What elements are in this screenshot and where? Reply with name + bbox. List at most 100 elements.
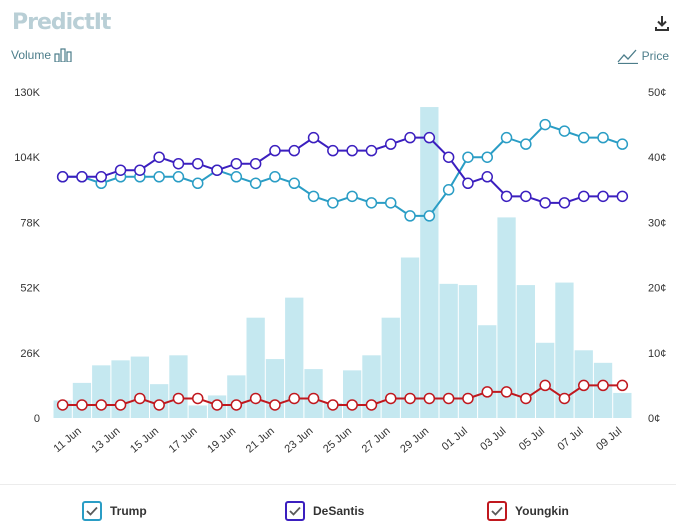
price-point-desantis[interactable]: [404, 131, 416, 144]
price-point-youngkin[interactable]: [288, 392, 300, 405]
price-point-trump[interactable]: [307, 190, 320, 203]
price-point-youngkin[interactable]: [423, 392, 436, 405]
price-point-desantis[interactable]: [423, 131, 436, 144]
price-point-desantis[interactable]: [76, 171, 88, 183]
price-tick-label: 20¢: [648, 283, 666, 295]
price-point-trump[interactable]: [365, 197, 378, 209]
price-point-youngkin[interactable]: [56, 399, 69, 411]
checkbox-youngkin[interactable]: [487, 501, 507, 521]
legend-label-trump: Trump: [110, 504, 147, 518]
price-point-trump[interactable]: [520, 138, 532, 150]
price-point-trump[interactable]: [269, 171, 281, 183]
price-point-desantis[interactable]: [192, 157, 204, 170]
price-point-desantis[interactable]: [134, 164, 146, 176]
price-point-trump[interactable]: [192, 177, 204, 190]
price-point-trump[interactable]: [385, 197, 397, 209]
price-point-youngkin[interactable]: [385, 392, 397, 405]
line-chart-icon: [617, 49, 638, 64]
price-point-youngkin[interactable]: [462, 392, 474, 405]
legend-item-desantis[interactable]: DeSantis: [285, 501, 364, 521]
price-point-desantis[interactable]: [172, 157, 185, 170]
price-point-youngkin[interactable]: [249, 392, 262, 405]
price-point-youngkin[interactable]: [346, 399, 358, 411]
price-point-trump[interactable]: [500, 131, 513, 144]
price-point-youngkin[interactable]: [114, 399, 127, 411]
price-point-youngkin[interactable]: [558, 392, 571, 405]
price-point-youngkin[interactable]: [95, 399, 107, 411]
price-point-youngkin[interactable]: [578, 379, 590, 392]
price-point-trump[interactable]: [558, 125, 571, 137]
price-point-youngkin[interactable]: [442, 392, 455, 405]
price-point-desantis[interactable]: [288, 144, 300, 157]
price-point-youngkin[interactable]: [327, 399, 339, 411]
price-point-trump[interactable]: [288, 177, 300, 190]
price-point-youngkin[interactable]: [230, 399, 243, 411]
price-point-youngkin[interactable]: [192, 392, 204, 405]
price-point-desantis[interactable]: [500, 190, 513, 203]
volume-bar: [381, 317, 400, 418]
price-point-desantis[interactable]: [327, 144, 339, 157]
price-point-desantis[interactable]: [230, 157, 243, 170]
price-point-desantis[interactable]: [365, 144, 378, 157]
price-point-trump[interactable]: [442, 184, 455, 196]
price-point-desantis[interactable]: [558, 197, 571, 209]
price-point-desantis[interactable]: [211, 164, 223, 176]
price-point-trump[interactable]: [249, 177, 262, 190]
price-point-trump[interactable]: [346, 190, 358, 203]
price-point-youngkin[interactable]: [211, 399, 223, 411]
price-tick-label: 30¢: [648, 217, 666, 229]
price-point-desantis[interactable]: [56, 171, 69, 183]
price-point-desantis[interactable]: [153, 151, 165, 163]
checkbox-trump[interactable]: [82, 501, 102, 521]
price-point-trump[interactable]: [481, 151, 493, 163]
price-point-youngkin[interactable]: [172, 392, 185, 405]
price-point-desantis[interactable]: [616, 190, 629, 203]
price-point-desantis[interactable]: [442, 151, 455, 163]
date-tick-label: 11 Jun: [51, 425, 83, 455]
price-lines: [56, 118, 629, 411]
price-point-desantis[interactable]: [520, 190, 532, 203]
legend-item-youngkin[interactable]: Youngkin: [487, 501, 569, 521]
price-point-youngkin[interactable]: [500, 386, 513, 398]
price-point-youngkin[interactable]: [365, 399, 378, 411]
price-point-youngkin[interactable]: [616, 379, 629, 392]
price-point-youngkin[interactable]: [153, 399, 165, 411]
price-point-desantis[interactable]: [346, 144, 358, 157]
checkbox-desantis[interactable]: [285, 501, 305, 521]
price-point-trump[interactable]: [462, 151, 474, 163]
price-point-youngkin[interactable]: [597, 379, 609, 392]
price-point-desantis[interactable]: [307, 131, 320, 144]
price-point-desantis[interactable]: [95, 171, 107, 183]
price-point-trump[interactable]: [153, 171, 165, 183]
volume-label: Volume: [11, 48, 52, 62]
price-point-trump[interactable]: [597, 131, 609, 144]
price-point-trump[interactable]: [327, 197, 339, 209]
legend-label-youngkin: Youngkin: [515, 504, 569, 518]
price-point-youngkin[interactable]: [76, 399, 88, 411]
price-point-youngkin[interactable]: [134, 392, 146, 405]
price-point-trump[interactable]: [423, 210, 436, 222]
legend-item-trump[interactable]: Trump: [82, 501, 147, 521]
price-point-trump[interactable]: [172, 171, 185, 183]
price-point-desantis[interactable]: [539, 197, 551, 209]
price-point-trump[interactable]: [539, 118, 551, 131]
price-point-desantis[interactable]: [597, 190, 609, 203]
price-point-desantis[interactable]: [249, 157, 262, 170]
price-point-youngkin[interactable]: [539, 379, 551, 392]
price-point-desantis[interactable]: [114, 164, 127, 176]
price-point-trump[interactable]: [230, 171, 243, 183]
price-point-desantis[interactable]: [578, 190, 590, 203]
download-button[interactable]: [651, 12, 673, 34]
price-point-trump[interactable]: [578, 131, 590, 144]
price-point-youngkin[interactable]: [404, 392, 416, 405]
price-point-trump[interactable]: [616, 138, 629, 150]
price-point-desantis[interactable]: [385, 138, 397, 150]
price-point-desantis[interactable]: [462, 177, 474, 190]
price-point-youngkin[interactable]: [307, 392, 320, 405]
price-point-trump[interactable]: [404, 210, 416, 222]
price-point-youngkin[interactable]: [481, 386, 493, 398]
price-point-youngkin[interactable]: [520, 392, 532, 405]
price-point-desantis[interactable]: [269, 144, 281, 157]
price-point-youngkin[interactable]: [269, 399, 281, 411]
price-point-desantis[interactable]: [481, 171, 493, 183]
